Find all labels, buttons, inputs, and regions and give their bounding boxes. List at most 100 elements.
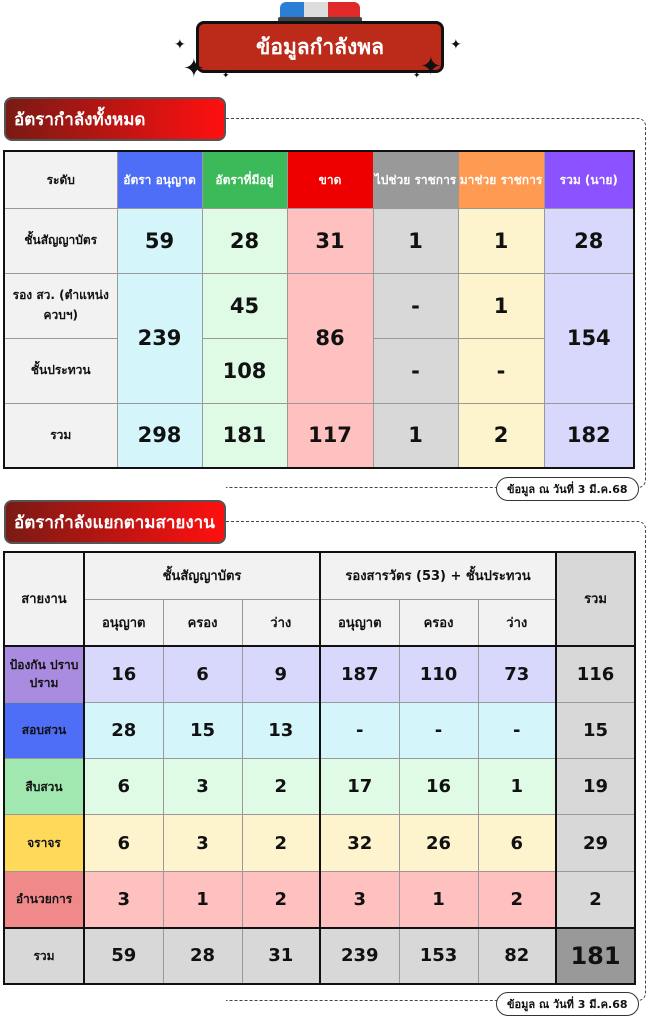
cell-value: 153 bbox=[398, 927, 479, 985]
cell-total: 181 bbox=[555, 927, 636, 985]
cell-value: 28 bbox=[162, 927, 243, 985]
table-row: อำนวยการ 3 1 2 3 1 2 2 bbox=[3, 870, 636, 929]
col-vacant: ว่าง bbox=[477, 598, 557, 647]
cell-value: 110 bbox=[398, 645, 479, 703]
cell-value: 6 bbox=[162, 645, 243, 703]
cell-value: 59 bbox=[83, 927, 164, 985]
cell-total: 28 bbox=[543, 207, 635, 274]
cell-value: 16 bbox=[398, 757, 479, 816]
row-label: สอบสวน bbox=[3, 701, 85, 759]
cell-allowed: 298 bbox=[116, 402, 203, 469]
row-label: รวม bbox=[3, 402, 118, 469]
cell-total: 19 bbox=[555, 757, 636, 816]
cell-total: 29 bbox=[555, 814, 636, 872]
col-total: รวม bbox=[555, 551, 636, 647]
cell-value: 2 bbox=[241, 757, 321, 816]
cell-total: 116 bbox=[555, 645, 636, 703]
cell-go-help: - bbox=[372, 272, 459, 339]
col-held: ครอง bbox=[398, 598, 479, 647]
cell-go-help: 1 bbox=[372, 402, 459, 469]
cell-come-help: 1 bbox=[457, 272, 545, 339]
cell-total: 154 bbox=[543, 272, 635, 404]
section-title: อัตรากำลังแยกตามสายงาน bbox=[4, 500, 226, 544]
section-title: อัตรากำลังทั้งหมด bbox=[4, 97, 226, 141]
cell-value: 2 bbox=[477, 870, 557, 929]
table-row: ป้องกัน ปราบปราม 16 6 9 187 110 73 116 bbox=[3, 645, 636, 703]
row-label: ชั้นประทวน bbox=[3, 337, 118, 404]
data-date-note: ข้อมูล ณ วันที่ 3 มี.ค.68 bbox=[496, 992, 639, 1016]
sparkle-icon: ✦ bbox=[183, 54, 205, 84]
sparkle-icon: ✦ bbox=[174, 37, 186, 53]
cell-lacking: 31 bbox=[286, 207, 374, 274]
col-come-help: มาช่วย ราชการ bbox=[457, 150, 545, 209]
cell-total: 2 bbox=[555, 870, 636, 929]
cell-go-help: 1 bbox=[372, 207, 459, 274]
row-label: สืบสวน bbox=[3, 757, 85, 816]
col-line: สายงาน bbox=[3, 551, 85, 647]
table-row: รวม 298 181 117 1 2 182 bbox=[3, 402, 635, 469]
cell-total: 182 bbox=[543, 402, 635, 469]
table-header-row: สายงาน ชั้นสัญญาบัตร รองสารวัตร (53) + ช… bbox=[3, 551, 636, 647]
cell-existing: 108 bbox=[201, 337, 288, 404]
col-total: รวม (นาย) bbox=[543, 150, 635, 209]
by-line-table: สายงาน ชั้นสัญญาบัตร รองสารวัตร (53) + ช… bbox=[3, 551, 637, 985]
cell-value: - bbox=[477, 701, 557, 759]
sparkle-icon: ✦ bbox=[420, 52, 442, 82]
overall-table: ระดับ อัตรา อนุญาต อัตราที่มีอยู่ ขาด ไป… bbox=[3, 150, 635, 469]
table-row: สืบสวน 6 3 2 17 16 1 19 bbox=[3, 757, 636, 816]
col-allowed: อัตรา อนุญาต bbox=[116, 150, 203, 209]
table-row: ชั้นประทวน 108 - - bbox=[3, 337, 634, 404]
col-allowed: อนุญาต bbox=[83, 598, 164, 647]
cell-value: 73 bbox=[477, 645, 557, 703]
data-date-note: ข้อมูล ณ วันที่ 3 มี.ค.68 bbox=[496, 477, 639, 501]
col-go-help: ไปช่วย ราชการ bbox=[372, 150, 459, 209]
cell-value: 16 bbox=[83, 645, 164, 703]
cell-existing: 28 bbox=[201, 207, 288, 274]
cell-value: 187 bbox=[319, 645, 400, 703]
row-label: ป้องกัน ปราบปราม bbox=[3, 645, 85, 703]
cell-existing: 181 bbox=[201, 402, 288, 469]
cell-value: 82 bbox=[477, 927, 557, 985]
cell-value: 6 bbox=[477, 814, 557, 872]
table-row: รอง สว. (ตำแหน่งควบฯ) 239 45 86 - 1 154 bbox=[3, 272, 635, 404]
siren-base bbox=[278, 17, 362, 23]
page-title: ข้อมูลกำลังพล bbox=[196, 21, 444, 73]
cell-value: 9 bbox=[241, 645, 321, 703]
col-group-officers: ชั้นสัญญาบัตร bbox=[82, 551, 321, 600]
cell-value: 3 bbox=[162, 757, 243, 816]
col-existing: อัตราที่มีอยู่ bbox=[201, 150, 288, 209]
table-row: สอบสวน 28 15 13- - -15 bbox=[3, 701, 636, 759]
row-label: รวม bbox=[3, 927, 85, 985]
cell-value: 6 bbox=[83, 814, 164, 872]
cell-value: 15 bbox=[162, 701, 243, 759]
cell-value: - bbox=[319, 701, 400, 759]
section-frame bbox=[226, 118, 646, 488]
col-lacking: ขาด bbox=[286, 150, 374, 209]
siren-light-icon bbox=[280, 2, 360, 18]
sparkle-icon: ✦ bbox=[413, 71, 421, 81]
col-allowed: อนุญาต bbox=[319, 598, 400, 647]
sparkle-icon: ✦ bbox=[222, 71, 230, 81]
cell-allowed: 59 bbox=[116, 207, 203, 274]
cell-come-help: 1 bbox=[457, 207, 545, 274]
cell-value: 31 bbox=[241, 927, 321, 985]
cell-value: 3 bbox=[319, 870, 400, 929]
col-held: ครอง bbox=[162, 598, 243, 647]
cell-value: 239 bbox=[319, 927, 400, 985]
table-row: จราจร 6 3 2 32 26 6 29 bbox=[3, 814, 636, 872]
cell-value: 3 bbox=[162, 814, 243, 872]
cell-value: 1 bbox=[162, 870, 243, 929]
cell-go-help: - bbox=[372, 337, 459, 404]
cell-value: 17 bbox=[319, 757, 400, 816]
cell-value: 13 bbox=[241, 701, 321, 759]
section-frame bbox=[226, 521, 646, 1001]
cell-total: 15 bbox=[555, 701, 636, 759]
table-row: รวม 59 28 31 239 153 82 181 bbox=[3, 927, 636, 985]
cell-value: 28 bbox=[83, 701, 164, 759]
cell-lacking: 117 bbox=[286, 402, 374, 469]
cell-value: 6 bbox=[83, 757, 164, 816]
cell-existing: 45 bbox=[201, 272, 288, 339]
col-level: ระดับ bbox=[3, 150, 118, 209]
col-group-ncos: รองสารวัตร (53) + ชั้นประทวน bbox=[319, 551, 557, 600]
cell-value: - bbox=[398, 701, 479, 759]
